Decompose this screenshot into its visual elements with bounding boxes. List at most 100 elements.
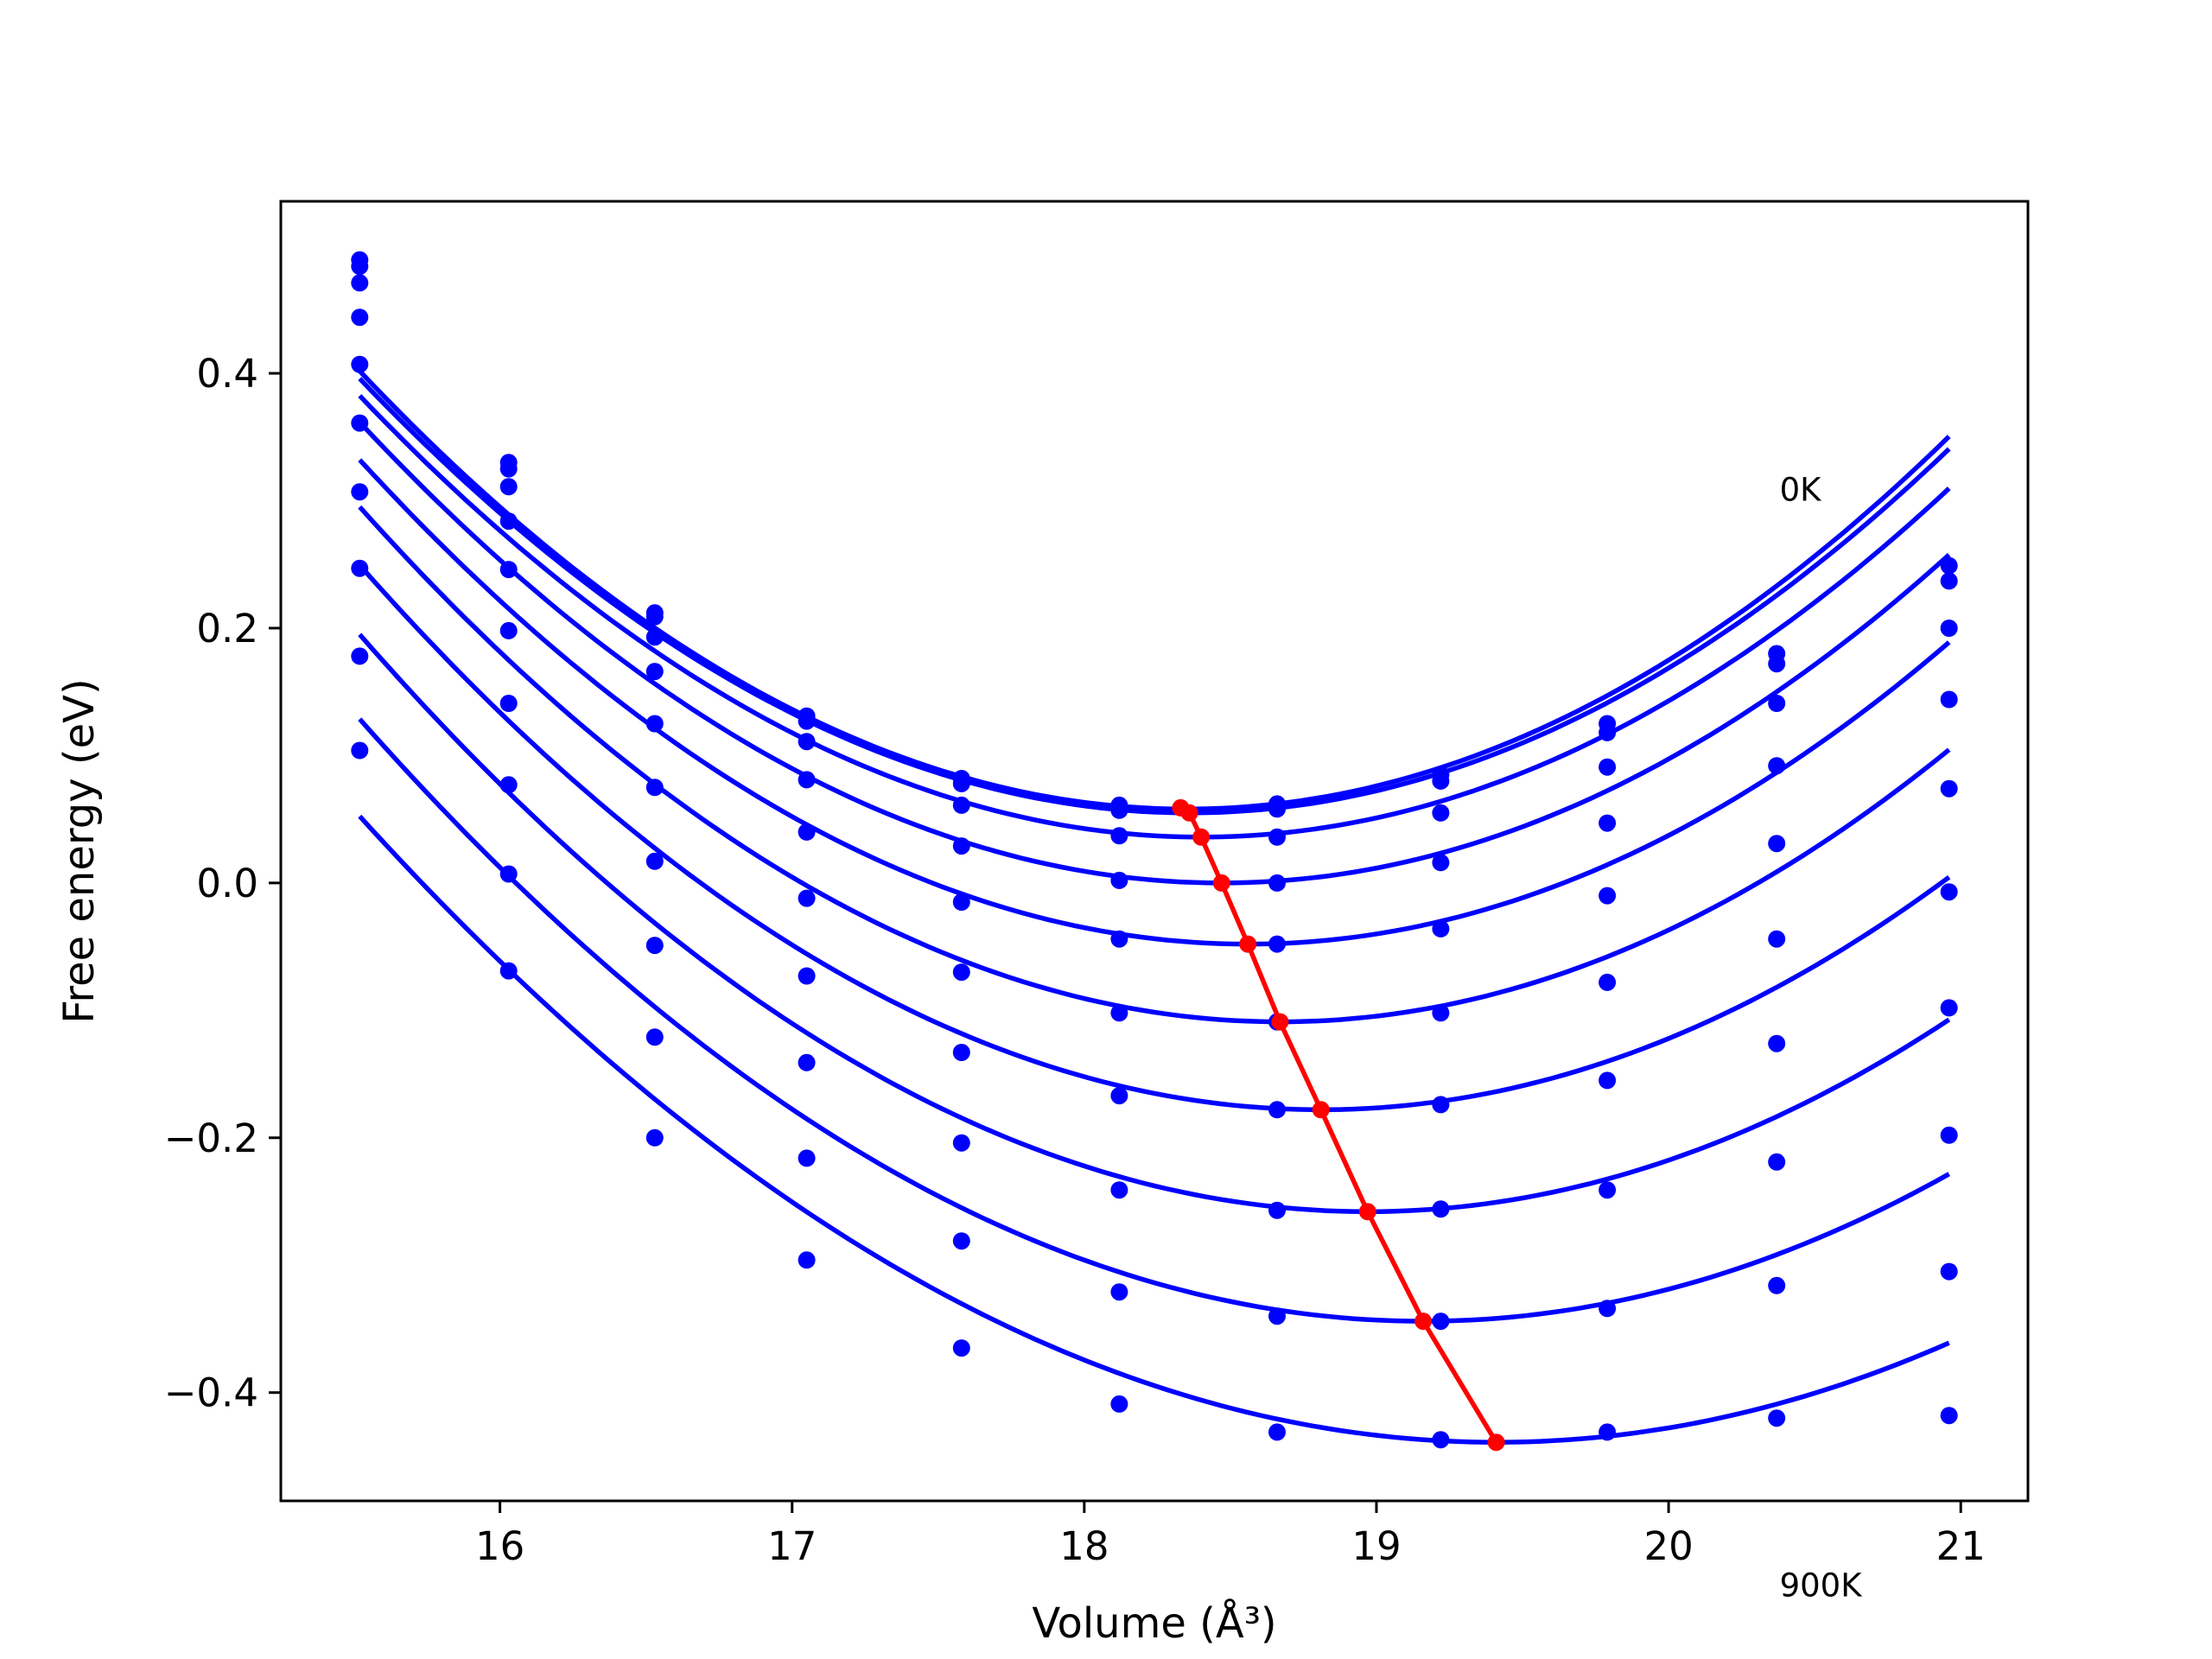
point-s4-7 bbox=[1432, 919, 1450, 938]
minima-point-2 bbox=[1192, 828, 1211, 846]
point-s7-2 bbox=[645, 937, 664, 955]
point-s8-10 bbox=[1940, 1262, 1958, 1281]
point-s8-1 bbox=[499, 865, 518, 883]
annotation-900k: 900K bbox=[1780, 1567, 1864, 1605]
point-s2-2 bbox=[645, 628, 664, 646]
point-s4-1 bbox=[499, 561, 518, 579]
x-tick-label-3: 19 bbox=[1351, 1523, 1401, 1569]
point-s9-3 bbox=[798, 1251, 816, 1269]
point-s7-1 bbox=[499, 776, 518, 794]
point-s7-5 bbox=[1110, 1181, 1128, 1199]
point-s6-7 bbox=[1432, 1096, 1450, 1114]
curve-0 bbox=[358, 369, 1951, 812]
x-axis-label: Volume (Å³) bbox=[1032, 1599, 1276, 1648]
point-s2-10 bbox=[1940, 620, 1958, 637]
x-tick-label-5: 21 bbox=[1936, 1523, 1986, 1569]
minima-point-7 bbox=[1358, 1203, 1376, 1221]
y-tick-label-2: 0.0 bbox=[196, 861, 258, 906]
curve-1 bbox=[358, 377, 1951, 816]
point-s6-2 bbox=[645, 852, 664, 870]
point-s4-5 bbox=[1110, 930, 1128, 948]
point-s8-9 bbox=[1768, 1276, 1786, 1294]
x-tick-label-0: 16 bbox=[475, 1523, 524, 1569]
minima-point-1 bbox=[1180, 804, 1198, 822]
point-s7-8 bbox=[1599, 1181, 1617, 1199]
curve-3 bbox=[358, 420, 1951, 886]
curve-2 bbox=[358, 394, 1951, 840]
point-s6-5 bbox=[1110, 1087, 1128, 1105]
point-s0-10 bbox=[1940, 556, 1958, 575]
point-s6-1 bbox=[499, 695, 518, 712]
point-s5-5 bbox=[1110, 1004, 1128, 1022]
point-s1-1 bbox=[499, 460, 518, 478]
point-s2-9 bbox=[1768, 695, 1786, 712]
point-s7-10 bbox=[1940, 1126, 1958, 1144]
point-s1-8 bbox=[1599, 723, 1617, 741]
minima-point-4 bbox=[1239, 935, 1257, 953]
curve-6 bbox=[358, 563, 1951, 1113]
point-s2-5 bbox=[1110, 827, 1128, 845]
point-s6-6 bbox=[1268, 1101, 1286, 1119]
point-s8-4 bbox=[952, 1232, 970, 1250]
point-s3-6 bbox=[1268, 874, 1286, 892]
y-tick-label-0: −0.4 bbox=[164, 1370, 258, 1416]
minima-point-5 bbox=[1271, 1013, 1289, 1031]
point-s3-0 bbox=[351, 308, 369, 327]
point-s5-7 bbox=[1432, 1004, 1450, 1022]
x-axis-ticks: 16 17 18 19 20 21 bbox=[475, 1501, 1986, 1569]
point-s9-9 bbox=[1768, 1409, 1786, 1427]
point-s9-5 bbox=[1110, 1395, 1128, 1413]
point-s8-0 bbox=[351, 647, 369, 665]
fitted-curves bbox=[358, 369, 1951, 1445]
point-s2-6 bbox=[1268, 828, 1286, 846]
x-tick-label-4: 20 bbox=[1643, 1523, 1693, 1569]
point-s8-7 bbox=[1432, 1313, 1450, 1331]
point-s3-9 bbox=[1768, 757, 1786, 775]
curve-5 bbox=[358, 505, 1951, 1025]
point-s6-10 bbox=[1940, 999, 1958, 1017]
point-s1-6 bbox=[1268, 800, 1286, 818]
point-s2-1 bbox=[499, 478, 518, 496]
annotation-0k: 0K bbox=[1780, 472, 1823, 509]
point-s4-10 bbox=[1940, 779, 1958, 798]
point-s9-4 bbox=[952, 1339, 970, 1357]
y-tick-label-4: 0.4 bbox=[196, 351, 258, 397]
point-s7-7 bbox=[1432, 1200, 1450, 1218]
curve-9 bbox=[358, 814, 1950, 1445]
curve-8 bbox=[358, 717, 1951, 1324]
point-s4-9 bbox=[1768, 835, 1786, 853]
point-s3-5 bbox=[1110, 871, 1128, 889]
point-s2-8 bbox=[1599, 758, 1617, 776]
point-s5-3 bbox=[798, 889, 816, 907]
minima-line bbox=[1179, 805, 1498, 1444]
y-axis-ticks: −0.4 −0.2 0.0 0.2 0.4 bbox=[164, 351, 281, 1416]
point-s1-10 bbox=[1940, 572, 1958, 590]
point-s5-9 bbox=[1768, 930, 1786, 948]
point-s1-3 bbox=[798, 712, 816, 730]
point-s9-1 bbox=[499, 962, 518, 980]
point-s3-1 bbox=[499, 512, 518, 531]
point-s6-8 bbox=[1599, 1071, 1617, 1090]
minima-point-9 bbox=[1487, 1433, 1505, 1452]
point-s3-4 bbox=[952, 837, 970, 855]
x-tick-label-2: 18 bbox=[1059, 1523, 1109, 1569]
point-s4-0 bbox=[351, 355, 369, 373]
point-s9-2 bbox=[645, 1128, 664, 1147]
y-axis-label: Free energy (eV) bbox=[55, 678, 104, 1023]
point-s2-4 bbox=[952, 796, 970, 814]
point-s1-2 bbox=[645, 607, 664, 626]
minima-line-group bbox=[1172, 798, 1505, 1452]
data-markers bbox=[351, 251, 1958, 1449]
point-s2-0 bbox=[351, 274, 369, 292]
point-s4-3 bbox=[798, 823, 816, 841]
point-s4-4 bbox=[952, 893, 970, 911]
minima-point-6 bbox=[1312, 1101, 1330, 1119]
point-s9-10 bbox=[1940, 1407, 1958, 1425]
point-s8-8 bbox=[1599, 1300, 1617, 1318]
point-s5-2 bbox=[645, 779, 664, 797]
curve-4 bbox=[358, 458, 1951, 947]
point-s4-8 bbox=[1599, 887, 1617, 905]
point-s7-9 bbox=[1768, 1153, 1786, 1171]
point-s8-3 bbox=[798, 1149, 816, 1167]
